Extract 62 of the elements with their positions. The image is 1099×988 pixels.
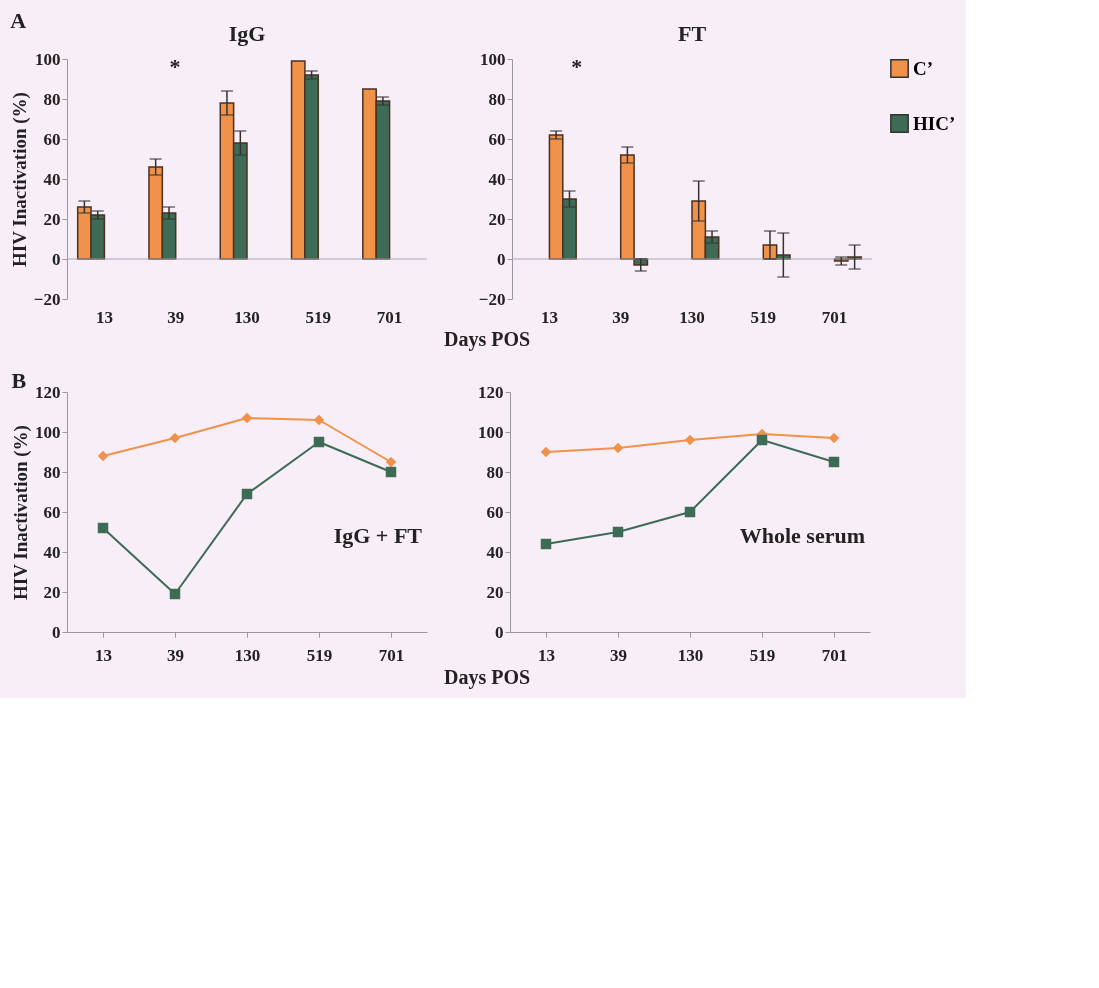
x-tick-label: 13 xyxy=(95,645,112,665)
y-tick-label: 100 xyxy=(478,422,504,442)
y-tick-label: 0 xyxy=(495,622,504,642)
y-tick-label: 0 xyxy=(52,622,61,642)
x-tick-label: 39 xyxy=(612,307,630,327)
y-tick-label: 100 xyxy=(35,49,61,69)
x-tick-label: 39 xyxy=(167,307,185,327)
x-tick-label: 130 xyxy=(679,307,705,327)
x-tick-label: 130 xyxy=(234,645,261,665)
y-tick-label: 120 xyxy=(35,382,61,402)
x-tick-label: 519 xyxy=(305,307,332,327)
text: B xyxy=(11,368,27,393)
y-tick-label: 0 xyxy=(52,249,61,269)
x-tick-label: 701 xyxy=(821,307,848,327)
x-tick-label: 701 xyxy=(378,645,405,665)
y-tick-label: 60 xyxy=(43,129,61,149)
y-tick-label: 40 xyxy=(488,169,506,189)
annotation: Whole serum xyxy=(739,523,865,548)
y-axis-title: HIV Inactivation (%) xyxy=(8,92,31,267)
y-tick-label: −20 xyxy=(478,289,506,309)
y-tick-label: 40 xyxy=(43,542,61,562)
x-tick-label: 39 xyxy=(610,645,627,665)
y-tick-label: 20 xyxy=(488,209,506,229)
y-tick-label: 40 xyxy=(486,542,504,562)
x-tick-label: 13 xyxy=(95,307,113,327)
y-tick-label: 60 xyxy=(486,502,504,522)
y-tick-label: 100 xyxy=(480,49,506,69)
y-tick-label: 120 xyxy=(478,382,504,402)
y-tick-label: 40 xyxy=(43,169,61,189)
y-tick-label: 0 xyxy=(497,249,506,269)
x-tick-label: 519 xyxy=(749,645,776,665)
text: A xyxy=(10,8,27,33)
y-tick-label: 60 xyxy=(488,129,506,149)
chart-title: IgG xyxy=(228,21,266,46)
x-axis-title: Days POS xyxy=(443,328,531,351)
annotation: * xyxy=(169,54,181,79)
y-tick-label: 80 xyxy=(488,89,506,109)
x-tick-label: 130 xyxy=(677,645,704,665)
y-axis-title: HIV Inactivation (%) xyxy=(10,425,32,600)
y-tick-label: 60 xyxy=(43,502,61,522)
chart-title: FT xyxy=(677,21,707,46)
x-axis-title: Days POS xyxy=(443,666,531,689)
annotation: IgG + FT xyxy=(333,523,423,548)
x-tick-label: 13 xyxy=(540,307,558,327)
y-tick-label: 80 xyxy=(486,462,504,482)
y-tick-label: 80 xyxy=(43,89,61,109)
y-tick-label: −20 xyxy=(33,289,61,309)
y-tick-label: 20 xyxy=(486,582,504,602)
annotation: * xyxy=(571,54,583,79)
x-tick-label: 519 xyxy=(306,645,333,665)
y-tick-label: 100 xyxy=(35,422,61,442)
y-tick-label: 20 xyxy=(43,582,61,602)
x-tick-label: 13 xyxy=(538,645,555,665)
y-tick-label: 80 xyxy=(43,462,61,482)
legend-label: C’ xyxy=(913,57,934,79)
x-tick-label: 39 xyxy=(167,645,184,665)
x-tick-label: 701 xyxy=(821,645,848,665)
y-tick-label: 20 xyxy=(43,209,61,229)
x-tick-label: 701 xyxy=(376,307,403,327)
legend-label: HIC’ xyxy=(913,112,956,134)
x-tick-label: 130 xyxy=(234,307,260,327)
x-tick-label: 519 xyxy=(750,307,777,327)
